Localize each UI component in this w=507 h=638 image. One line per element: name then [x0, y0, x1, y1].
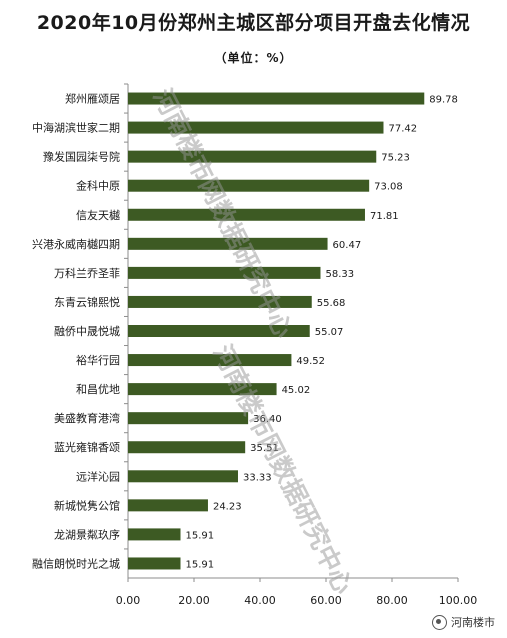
bar	[128, 354, 292, 367]
bar	[128, 237, 328, 250]
bar	[128, 295, 312, 308]
category-label: 东青云锦熙悦	[54, 295, 120, 309]
bar	[128, 208, 365, 221]
data-label: 15.91	[186, 530, 215, 541]
bar	[128, 470, 238, 483]
category-label: 万科兰乔圣菲	[54, 266, 120, 280]
data-label: 55.07	[315, 327, 344, 338]
x-tick-label: 80.00	[376, 594, 408, 607]
data-label: 89.78	[429, 95, 458, 106]
bar	[128, 412, 249, 425]
category-label: 远洋沁园	[76, 469, 120, 483]
category-label: 和昌优地	[76, 383, 120, 396]
data-label: 73.08	[374, 182, 403, 193]
category-label: 裕华行园	[76, 353, 120, 367]
category-label: 蓝光雍锦香颂	[54, 440, 120, 454]
data-label: 77.42	[388, 124, 417, 135]
data-label: 71.81	[370, 211, 399, 222]
category-label: 龙湖景粼玖序	[54, 527, 120, 541]
bar	[128, 557, 181, 570]
bar	[128, 92, 425, 105]
chart-subtitle: （单位：%）	[214, 51, 293, 65]
category-label: 融信朗悦时光之城	[32, 556, 120, 570]
category-label: 兴港永威南樾四期	[32, 237, 120, 251]
bar	[128, 266, 321, 279]
bar	[128, 383, 277, 396]
bar	[128, 150, 377, 163]
x-tick-label: 0.00	[116, 594, 141, 607]
data-label: 24.23	[213, 501, 242, 512]
category-label: 美盛教育港湾	[54, 411, 120, 425]
category-label: 郑州雁颂居	[65, 92, 120, 106]
bar	[128, 325, 310, 337]
bar	[128, 528, 181, 541]
bar	[128, 121, 384, 134]
data-label: 49.52	[296, 356, 325, 367]
category-label: 金科中原	[76, 179, 120, 193]
x-tick-label: 20.00	[178, 594, 210, 607]
data-label: 75.23	[381, 153, 410, 164]
category-label: 豫发国园柒号院	[43, 150, 120, 164]
brand-label: 河南楼市	[451, 616, 495, 629]
bar	[128, 179, 370, 192]
data-label: 36.40	[253, 414, 282, 425]
data-label: 55.68	[317, 298, 346, 309]
category-label: 新城悦隽公馆	[54, 498, 120, 512]
x-tick-label: 60.00	[310, 594, 342, 607]
data-label: 60.47	[333, 240, 362, 251]
x-tick-label: 100.00	[439, 594, 478, 607]
x-tick-label: 40.00	[244, 594, 276, 607]
bar	[128, 441, 246, 454]
category-label: 融侨中晟悦城	[54, 324, 120, 338]
data-label: 45.02	[282, 385, 311, 396]
data-label: 35.51	[250, 443, 279, 454]
chart-title: 2020年10月份郑州主城区部分项目开盘去化情况	[36, 12, 471, 34]
wechat-icon	[432, 614, 447, 630]
category-label: 中海湖滨世家二期	[32, 121, 120, 135]
data-label: 58.33	[325, 269, 354, 280]
category-label: 信友天樾	[76, 208, 120, 222]
data-label: 15.91	[186, 559, 215, 570]
data-label: 33.33	[243, 472, 272, 483]
brand-logo: 河南楼市	[432, 614, 495, 630]
bar	[128, 499, 208, 512]
